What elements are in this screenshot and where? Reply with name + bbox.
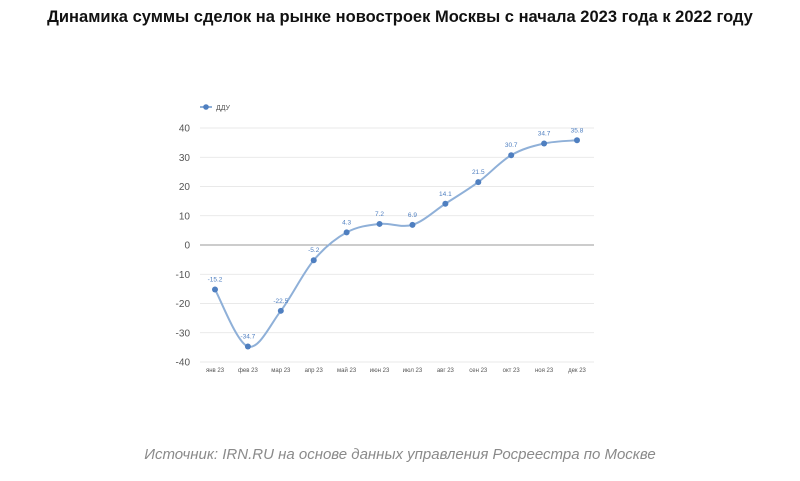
legend-marker xyxy=(203,104,209,110)
y-tick-label: -10 xyxy=(176,270,191,281)
data-point xyxy=(310,257,317,264)
data-label: -15.2 xyxy=(208,276,223,283)
x-tick-label: мар 23 xyxy=(271,368,291,374)
data-label: 21.5 xyxy=(472,169,485,176)
data-point xyxy=(376,220,383,227)
y-tick-label: 40 xyxy=(179,124,191,135)
x-tick-label: апр 23 xyxy=(305,368,324,374)
chart-title: Динамика суммы сделок на рынке новострое… xyxy=(47,8,753,26)
x-tick-label: окт 23 xyxy=(503,368,521,374)
data-point xyxy=(508,152,515,159)
data-point xyxy=(574,137,580,144)
y-tick-label: 30 xyxy=(179,153,191,164)
y-tick-label: -40 xyxy=(176,358,191,369)
x-tick-label: ноя 23 xyxy=(535,368,554,374)
x-tick-label: дек 23 xyxy=(568,368,586,374)
x-tick-label: фев 23 xyxy=(238,368,258,374)
y-tick-label: 10 xyxy=(179,211,191,222)
legend-label: ДДУ xyxy=(216,105,231,112)
data-label: 7.2 xyxy=(375,211,384,218)
y-tick-label: 0 xyxy=(184,241,190,252)
data-point xyxy=(244,343,251,350)
source-note: Источник: IRN.RU на основе данных управл… xyxy=(144,446,656,463)
x-tick-label: май 23 xyxy=(337,367,357,374)
data-label: 35.8 xyxy=(571,127,584,134)
legend: ДДУ xyxy=(200,104,231,112)
data-point xyxy=(442,200,449,207)
data-point xyxy=(541,140,548,147)
data-point xyxy=(343,229,350,236)
data-label: 30.7 xyxy=(505,142,518,149)
gridlines xyxy=(200,127,594,363)
x-axis: янв 23 фев 23 мар 23 апр 23 май 23 июн 23 июл … xyxy=(206,367,587,374)
data-label: 14.1 xyxy=(439,191,452,198)
data-point xyxy=(277,307,284,314)
x-tick-label: июн 23 xyxy=(370,368,390,374)
data-label: -22.5 xyxy=(273,298,288,305)
x-tick-label: авг 23 xyxy=(437,368,455,374)
data-label: -5.2 xyxy=(308,247,320,254)
x-tick-label: янв 23 xyxy=(206,368,225,374)
data-point xyxy=(409,221,416,228)
y-tick-label: -30 xyxy=(176,328,191,339)
data-label: 6.9 xyxy=(408,212,417,219)
data-label: 34.7 xyxy=(538,131,551,138)
x-tick-label: июл 23 xyxy=(403,368,423,374)
y-tick-label: 20 xyxy=(179,182,191,193)
series-line xyxy=(214,139,578,348)
data-point xyxy=(475,179,482,186)
series-ddu: -15.2 -34.7 -22.5 -5.2 4.3 7.2 6.9 14.1 21.5 30.7… xyxy=(208,127,584,350)
data-label: -34.7 xyxy=(240,333,255,340)
x-tick-label: сен 23 xyxy=(469,368,488,374)
y-tick-label: -20 xyxy=(176,299,191,310)
data-label: 4.3 xyxy=(342,219,351,226)
data-point xyxy=(212,286,218,293)
y-axis: 40 30 20 10 0 -10 -20 -30 -40 xyxy=(176,124,191,369)
